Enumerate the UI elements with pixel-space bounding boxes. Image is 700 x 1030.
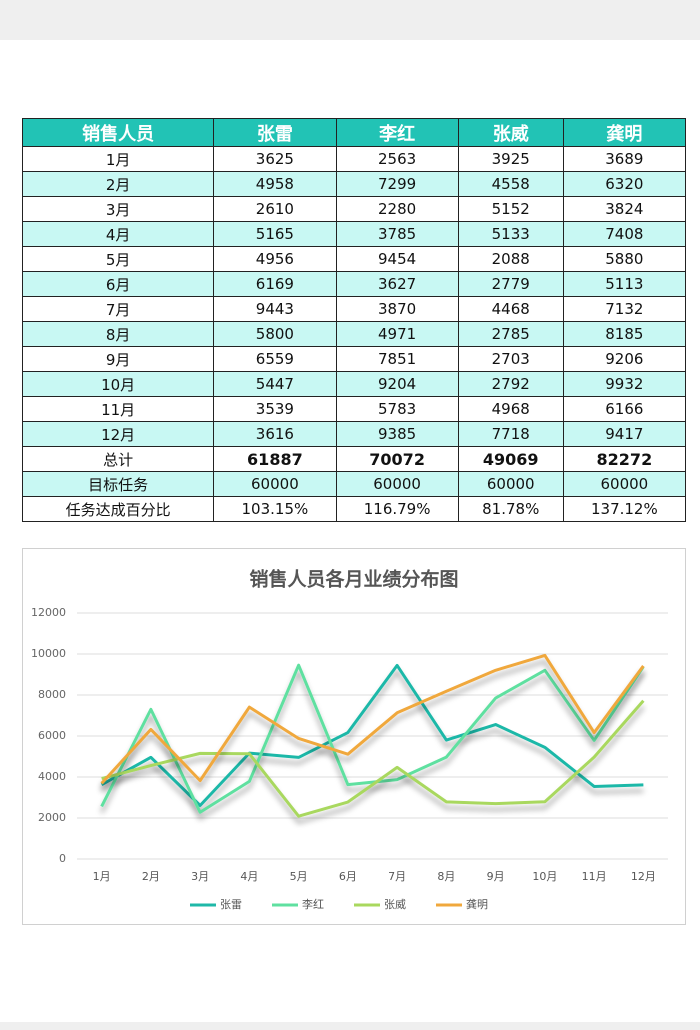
row-label: 4月 [21, 221, 215, 247]
cell: 7718 [457, 421, 564, 447]
table-row: 11月 3539 5783 4968 6166 [21, 396, 687, 422]
row-label: 8月 [21, 321, 215, 347]
x-tick-label: 1月 [93, 870, 111, 883]
cell: 60000 [335, 471, 459, 497]
cell: 5800 [213, 321, 337, 347]
y-tick-label: 10000 [31, 647, 66, 660]
cell: 60000 [562, 471, 687, 497]
y-tick-label: 4000 [38, 770, 66, 783]
cell: 3925 [457, 146, 564, 172]
x-tick-label: 5月 [290, 870, 308, 883]
header-cell: 龚明 [562, 118, 687, 147]
y-tick-label: 0 [59, 852, 66, 865]
cell: 9204 [335, 371, 459, 397]
cell: 3616 [213, 421, 337, 447]
table-row: 8月 5800 4971 2785 8185 [21, 321, 687, 347]
cell: 70072 [335, 446, 459, 472]
row-label: 2月 [21, 171, 215, 197]
cell: 6320 [562, 171, 687, 197]
y-tick-label: 8000 [38, 688, 66, 701]
cell: 5165 [213, 221, 337, 247]
cell: 5783 [335, 396, 459, 422]
cell: 4468 [457, 296, 564, 322]
cell: 3625 [213, 146, 337, 172]
cell: 2280 [335, 196, 459, 222]
header-cell: 张威 [457, 118, 564, 147]
cell: 2563 [335, 146, 459, 172]
row-label: 11月 [21, 396, 215, 422]
cell: 5113 [562, 271, 687, 297]
header-cell: 销售人员 [21, 118, 215, 147]
legend-label: 李红 [302, 897, 324, 911]
x-tick-label: 9月 [487, 870, 505, 883]
cell: 3870 [335, 296, 459, 322]
cell: 5880 [562, 246, 687, 272]
table-row: 总计 61887 70072 49069 82272 [21, 446, 687, 472]
header-cell: 张雷 [213, 118, 337, 147]
row-label: 6月 [21, 271, 215, 297]
cell: 60000 [457, 471, 564, 497]
cell: 3689 [562, 146, 687, 172]
row-label: 1月 [21, 146, 215, 172]
table-row: 4月 5165 3785 5133 7408 [21, 221, 687, 247]
table-row: 9月 6559 7851 2703 9206 [21, 346, 687, 372]
cell: 9454 [335, 246, 459, 272]
row-label: 任务达成百分比 [21, 496, 215, 522]
x-tick-label: 2月 [142, 870, 160, 883]
y-tick-label: 2000 [38, 811, 66, 824]
row-label: 12月 [21, 421, 215, 447]
cell: 5133 [457, 221, 564, 247]
cell: 2779 [457, 271, 564, 297]
sales-table: 销售人员 张雷 李红 张威 龚明 1月 3625 2563 3925 3689 2月 4958 7299… [21, 118, 687, 522]
legend-label: 张雷 [220, 898, 242, 911]
x-tick-label: 10月 [532, 870, 557, 883]
series-line [101, 699, 645, 818]
cell: 81.78% [457, 496, 564, 522]
bottom-bar [0, 1022, 700, 1030]
cell: 9385 [335, 421, 459, 447]
x-tick-label: 6月 [339, 870, 357, 883]
table-row: 2月 4958 7299 4558 6320 [21, 171, 687, 197]
series-line [100, 663, 645, 814]
cell: 4971 [335, 321, 459, 347]
cell: 7408 [562, 221, 687, 247]
legend-label: 龚明 [466, 897, 488, 911]
cell: 7851 [335, 346, 459, 372]
row-label: 7月 [21, 296, 215, 322]
table-row: 任务达成百分比 103.15% 116.79% 81.78% 137.12% [21, 496, 687, 522]
cell: 137.12% [562, 496, 687, 522]
x-tick-label: 12月 [631, 870, 656, 883]
legend-label: 张威 [384, 898, 406, 911]
cell: 2610 [213, 196, 337, 222]
x-tick-label: 3月 [191, 870, 209, 883]
y-tick-label: 6000 [38, 729, 66, 742]
table-row: 12月 3616 9385 7718 9417 [21, 421, 687, 447]
top-bar [0, 0, 700, 40]
y-tick-label: 12000 [31, 606, 66, 619]
cell: 3785 [335, 221, 459, 247]
cell: 49069 [457, 446, 564, 472]
table-row: 1月 3625 2563 3925 3689 [21, 146, 687, 172]
cell: 103.15% [213, 496, 337, 522]
header-cell: 李红 [335, 118, 459, 147]
chart-title: 销售人员各月业绩分布图 [249, 568, 458, 591]
table-row: 6月 6169 3627 2779 5113 [21, 271, 687, 297]
x-tick-label: 11月 [582, 870, 607, 883]
cell: 7299 [335, 171, 459, 197]
cell: 4968 [457, 396, 564, 422]
cell: 3539 [213, 396, 337, 422]
x-tick-label: 8月 [437, 870, 455, 883]
cell: 9206 [562, 346, 687, 372]
x-tick-label: 4月 [240, 870, 258, 883]
cell: 2792 [457, 371, 564, 397]
cell: 2785 [457, 321, 564, 347]
cell: 116.79% [335, 496, 459, 522]
row-label: 9月 [21, 346, 215, 372]
series-line [100, 653, 645, 785]
cell: 4958 [213, 171, 337, 197]
x-tick-label: 7月 [388, 870, 406, 883]
